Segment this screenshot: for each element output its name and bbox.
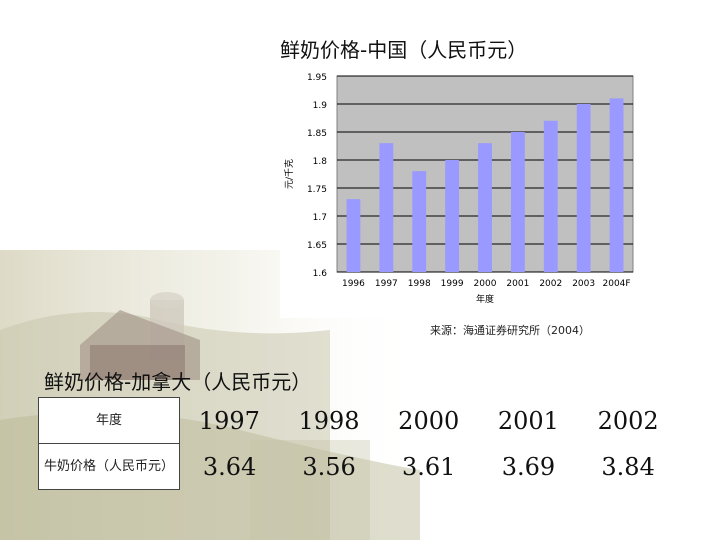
price-cell: 3.69	[501, 452, 556, 481]
x-tick-label: 2000	[474, 279, 497, 289]
x-tick-label: 1996	[342, 279, 365, 289]
canada-price-table: 年度 1997 1998 2000 2001 2002 牛奶价格（人民币元） 3…	[38, 397, 678, 490]
bar-chart-svg: 1.6 1.65 1.7 1.75 1.8 1.85 1.9 1.95 1996 1997 1998…	[284, 73, 634, 305]
china-milk-price-chart: 1.6 1.65 1.7 1.75 1.8 1.85 1.9 1.95 1996 1997 1998…	[280, 66, 640, 318]
y-tick-label: 1.85	[307, 129, 327, 139]
bar	[346, 199, 361, 272]
y-tick-label: 1.6	[313, 269, 328, 279]
y-tick-label: 1.8	[313, 157, 328, 167]
y-tick-label: 1.95	[307, 73, 327, 83]
price-cell: 3.56	[302, 452, 356, 481]
bar	[445, 160, 460, 272]
y-tick-label: 1.75	[307, 185, 327, 195]
bar	[379, 143, 394, 272]
x-tick-label: 1998	[408, 279, 431, 289]
bar	[478, 143, 492, 272]
table-row-years: 年度 1997 1998 2000 2001 2002	[38, 397, 679, 444]
y-tick-label: 1.7	[313, 213, 327, 223]
year-cell: 2001	[497, 406, 559, 435]
year-cell: 1998	[298, 406, 360, 435]
table-row-prices: 牛奶价格（人民币元） 3.64 3.56 3.61 3.69 3.84	[38, 443, 679, 490]
price-header-cell: 牛奶价格（人民币元）	[38, 443, 180, 490]
y-axis-label: 元/千克	[284, 159, 295, 189]
bar	[543, 120, 558, 272]
x-tick-label: 2001	[506, 279, 529, 289]
price-cell: 3.61	[402, 452, 456, 481]
x-tick-label: 1997	[375, 279, 398, 289]
year-cell: 2000	[398, 406, 460, 435]
x-tick-label: 1999	[441, 279, 464, 289]
x-axis-label: 年度	[476, 293, 494, 305]
price-cell: 3.84	[601, 452, 655, 481]
bar	[609, 98, 624, 273]
y-tick-label: 1.65	[307, 241, 327, 251]
bar	[576, 104, 591, 272]
x-tick-label: 2002	[539, 279, 562, 289]
y-tick-label: 1.9	[313, 101, 328, 111]
source-note: 来源：海通证券研究所（2004）	[430, 324, 590, 337]
year-cell: 2002	[597, 406, 659, 435]
year-cell: 1997	[198, 406, 260, 435]
bar	[412, 171, 427, 272]
canada-table-title: 鲜奶价格-加拿大（人民币元）	[44, 370, 312, 394]
china-chart-title: 鲜奶价格-中国（人民币元）	[280, 38, 528, 62]
bar	[510, 132, 525, 272]
price-cell: 3.64	[202, 452, 257, 481]
x-tick-label: 2003	[572, 279, 595, 289]
x-tick-label: 2004F	[603, 279, 631, 289]
year-header-cell: 年度	[38, 397, 180, 444]
